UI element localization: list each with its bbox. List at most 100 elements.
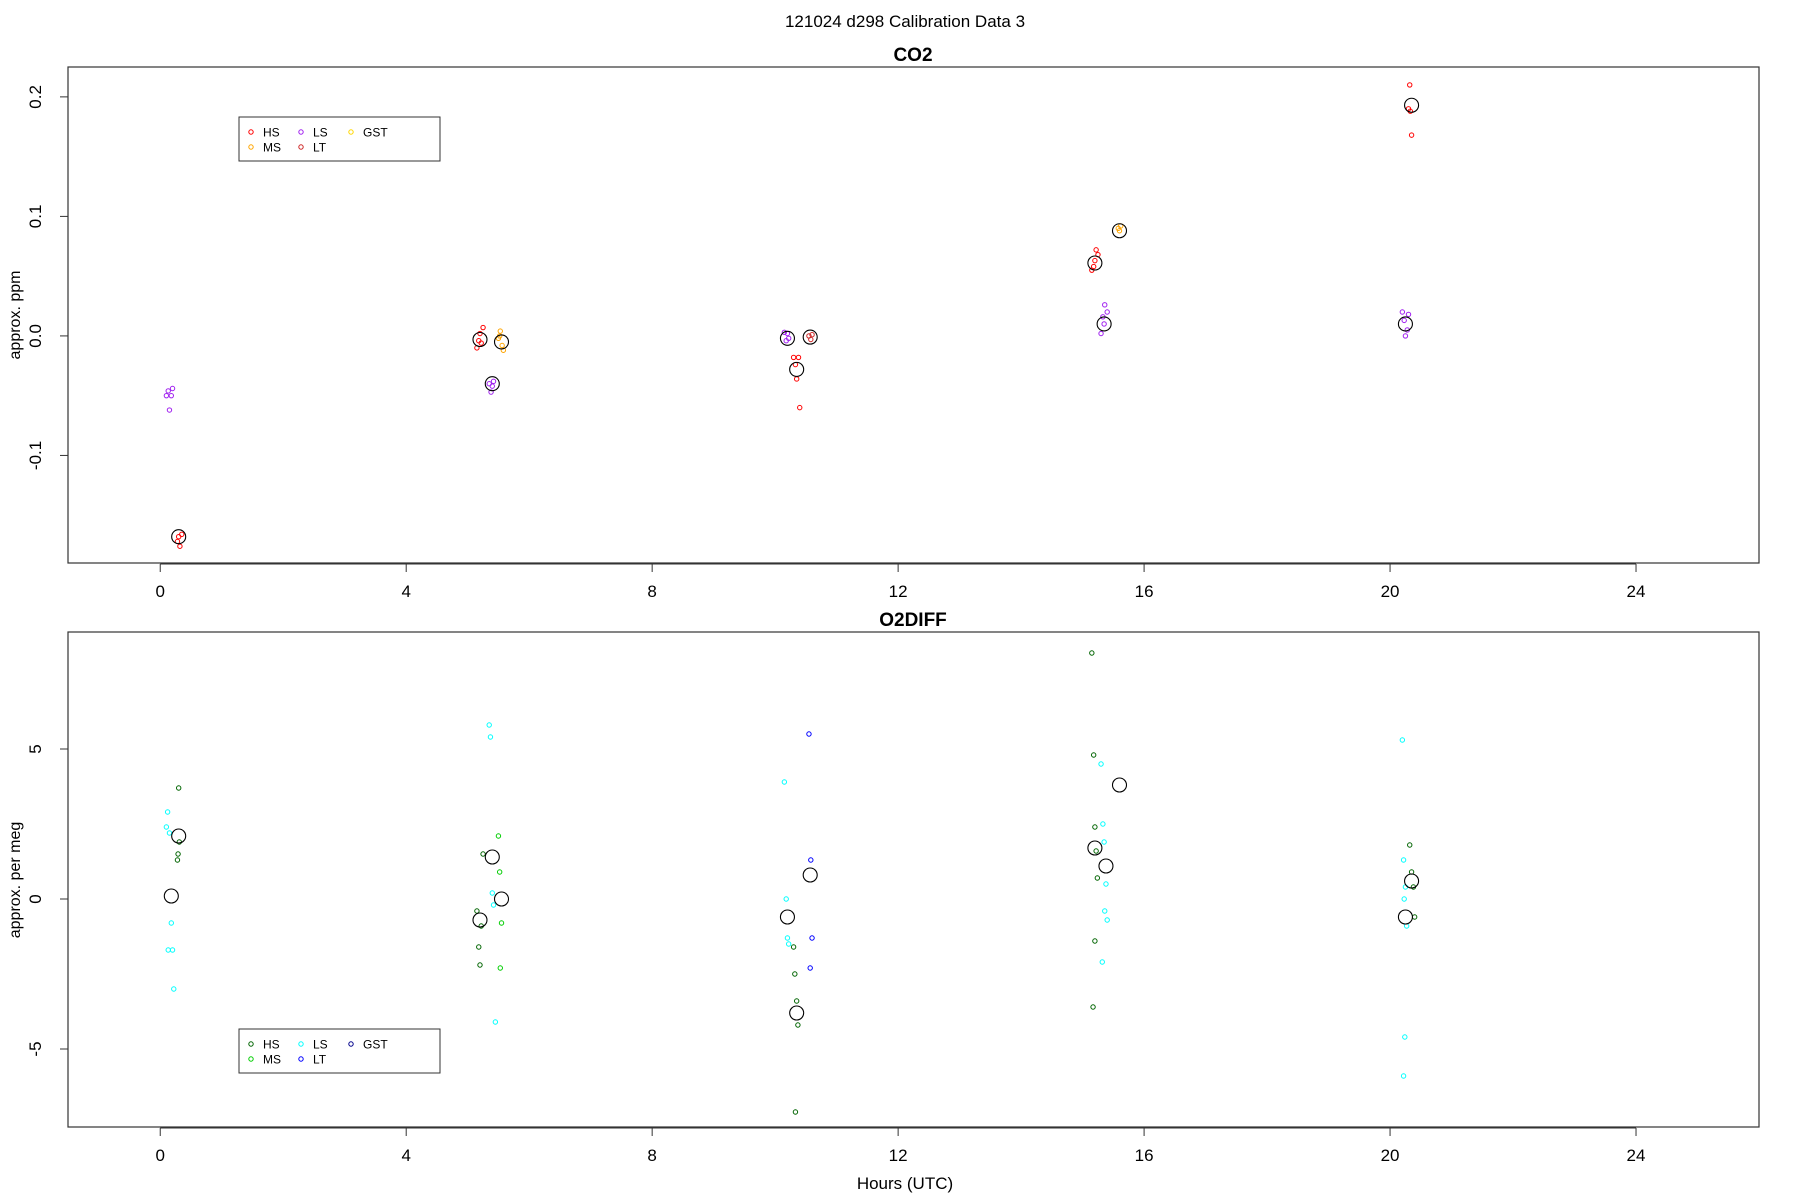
co2-point-ls [163, 392, 170, 399]
x-axis-label: Hours (UTC) [857, 1174, 953, 1193]
co2-panel-title: CO2 [893, 45, 932, 66]
co2-legend-marker-gst [348, 129, 354, 135]
o2diff-x-tick-label: 16 [1135, 1146, 1154, 1165]
co2-point-ls [489, 383, 495, 389]
co2-point-ls [168, 392, 175, 399]
co2-point-lt [809, 332, 815, 338]
o2diff-point-mean [163, 888, 179, 904]
o2diff-point-lt [806, 731, 812, 737]
o2diff-point-ls [1400, 1073, 1407, 1079]
o2diff-point-ls [166, 830, 173, 836]
o2diff-point-mean [1098, 858, 1114, 874]
co2-point-ls [1401, 317, 1407, 324]
co2-point-mean [1404, 97, 1420, 113]
co2-point-ms [497, 328, 503, 334]
o2diff-legend-marker-ls [298, 1041, 304, 1047]
co2-scatter-points [163, 82, 1420, 549]
co2-point-hs [477, 330, 483, 337]
co2-y-axis-label: approx. ppm [7, 271, 24, 360]
co2-point-hs [177, 543, 183, 549]
o2diff-point-hs [176, 839, 182, 845]
o2diff-legend-marker-ms [248, 1056, 254, 1062]
co2-point-mean [1096, 316, 1112, 332]
co2-x-tick-label: 20 [1381, 582, 1400, 601]
o2diff-point-ls [492, 1019, 499, 1025]
co2-point-mean [493, 334, 510, 350]
o2diff-point-ls [486, 722, 492, 728]
o2diff-point-mean [802, 867, 818, 883]
co2-point-ls [1402, 333, 1409, 339]
o2diff-point-lt [807, 965, 813, 971]
co2-point-ms [500, 347, 507, 353]
o2diff-point-hs [174, 857, 181, 863]
co2-point-hs [1092, 257, 1098, 264]
o2diff-y-tick-label: 0 [26, 894, 45, 903]
o2diff-point-ls [783, 896, 789, 902]
o2diff-point-ls [490, 902, 497, 908]
co2-legend-label-ms: MS [263, 141, 281, 155]
co2-point-ls [1098, 330, 1104, 337]
co2-x-tick-label: 24 [1627, 582, 1646, 601]
co2-point-hs [795, 354, 802, 361]
o2diff-point-hs [474, 908, 480, 914]
o2diff-point-hs [795, 1022, 801, 1028]
co2-legend-marker-hs [248, 129, 254, 135]
o2diff-legend-marker-gst [348, 1041, 354, 1047]
o2diff-point-ls [1399, 737, 1406, 743]
co2-point-mean [171, 529, 187, 545]
o2diff-point-ls [1098, 761, 1104, 767]
o2diff-point-lt [808, 857, 814, 863]
o2diff-point-hs [1090, 752, 1097, 758]
o2diff-point-ls [171, 986, 177, 992]
co2-point-mean [1397, 316, 1413, 332]
o2diff-point-ls [1400, 857, 1407, 863]
co2-plot-frame [67, 66, 1760, 564]
o2diff-point-ls [785, 941, 792, 947]
o2diff-point-hs [1090, 1004, 1096, 1010]
o2diff-legend: HS LS GST MS LT [238, 1028, 441, 1074]
co2-point-hs [790, 354, 797, 361]
o2diff-point-ms [497, 965, 503, 971]
o2diff-point-hs [1411, 914, 1418, 920]
o2diff-point-mean [171, 828, 187, 844]
o2diff-point-ls [1104, 917, 1110, 923]
o2diff-point-ls [487, 734, 494, 740]
o2diff-point-mean [493, 891, 510, 907]
o2diff-point-mean [779, 909, 795, 925]
o2diff-point-hs [480, 851, 486, 857]
o2diff-point-ls [1101, 839, 1107, 845]
o2diff-x-tick-label: 20 [1381, 1146, 1400, 1165]
o2diff-x-tick-label: 24 [1627, 1146, 1646, 1165]
co2-x-tick-label: 4 [401, 582, 410, 601]
co2-y-tick-label: -0.1 [26, 441, 45, 470]
o2diff-point-mean [789, 1005, 805, 1021]
o2diff-point-mean [1404, 873, 1420, 889]
figure-title: 121024 d298 Calibration Data 3 [785, 12, 1025, 31]
o2diff-point-hs [476, 944, 482, 950]
o2diff-legend-marker-hs [248, 1041, 254, 1047]
o2diff-point-mean [1087, 840, 1103, 856]
co2-point-mean [472, 331, 488, 348]
o2diff-y-axis-label: approx. per meg [7, 822, 24, 939]
co2-point-hs [179, 531, 185, 538]
o2diff-y-tick-label: -5 [26, 1041, 45, 1056]
co2-point-hs [480, 324, 486, 331]
o2diff-point-hs [175, 851, 181, 857]
o2diff-point-ls [784, 935, 791, 941]
o2diff-point-mean [1397, 909, 1413, 925]
co2-point-ls [1104, 309, 1110, 315]
o2diff-panel: O2DIFF approx. per meg 0 4 8 12 16 20 24 -505 … [7, 610, 1760, 1165]
co2-point-ls [1102, 302, 1108, 308]
o2diff-point-ms [496, 869, 503, 875]
o2diff-point-hs [175, 785, 182, 791]
co2-legend-marker-ms [248, 144, 254, 150]
co2-point-hs [478, 340, 484, 346]
o2diff-point-hs [1093, 848, 1099, 854]
co2-y-axis: -0.1 0.0 0.1 0.2 [26, 85, 68, 470]
o2diff-point-ls [1100, 821, 1106, 827]
o2diff-point-ls [1099, 959, 1105, 965]
co2-x-tick-label: 12 [889, 582, 908, 601]
o2diff-legend-box [238, 1028, 441, 1074]
o2diff-point-hs [1089, 650, 1095, 656]
o2diff-legend-marker-lt [298, 1056, 304, 1062]
